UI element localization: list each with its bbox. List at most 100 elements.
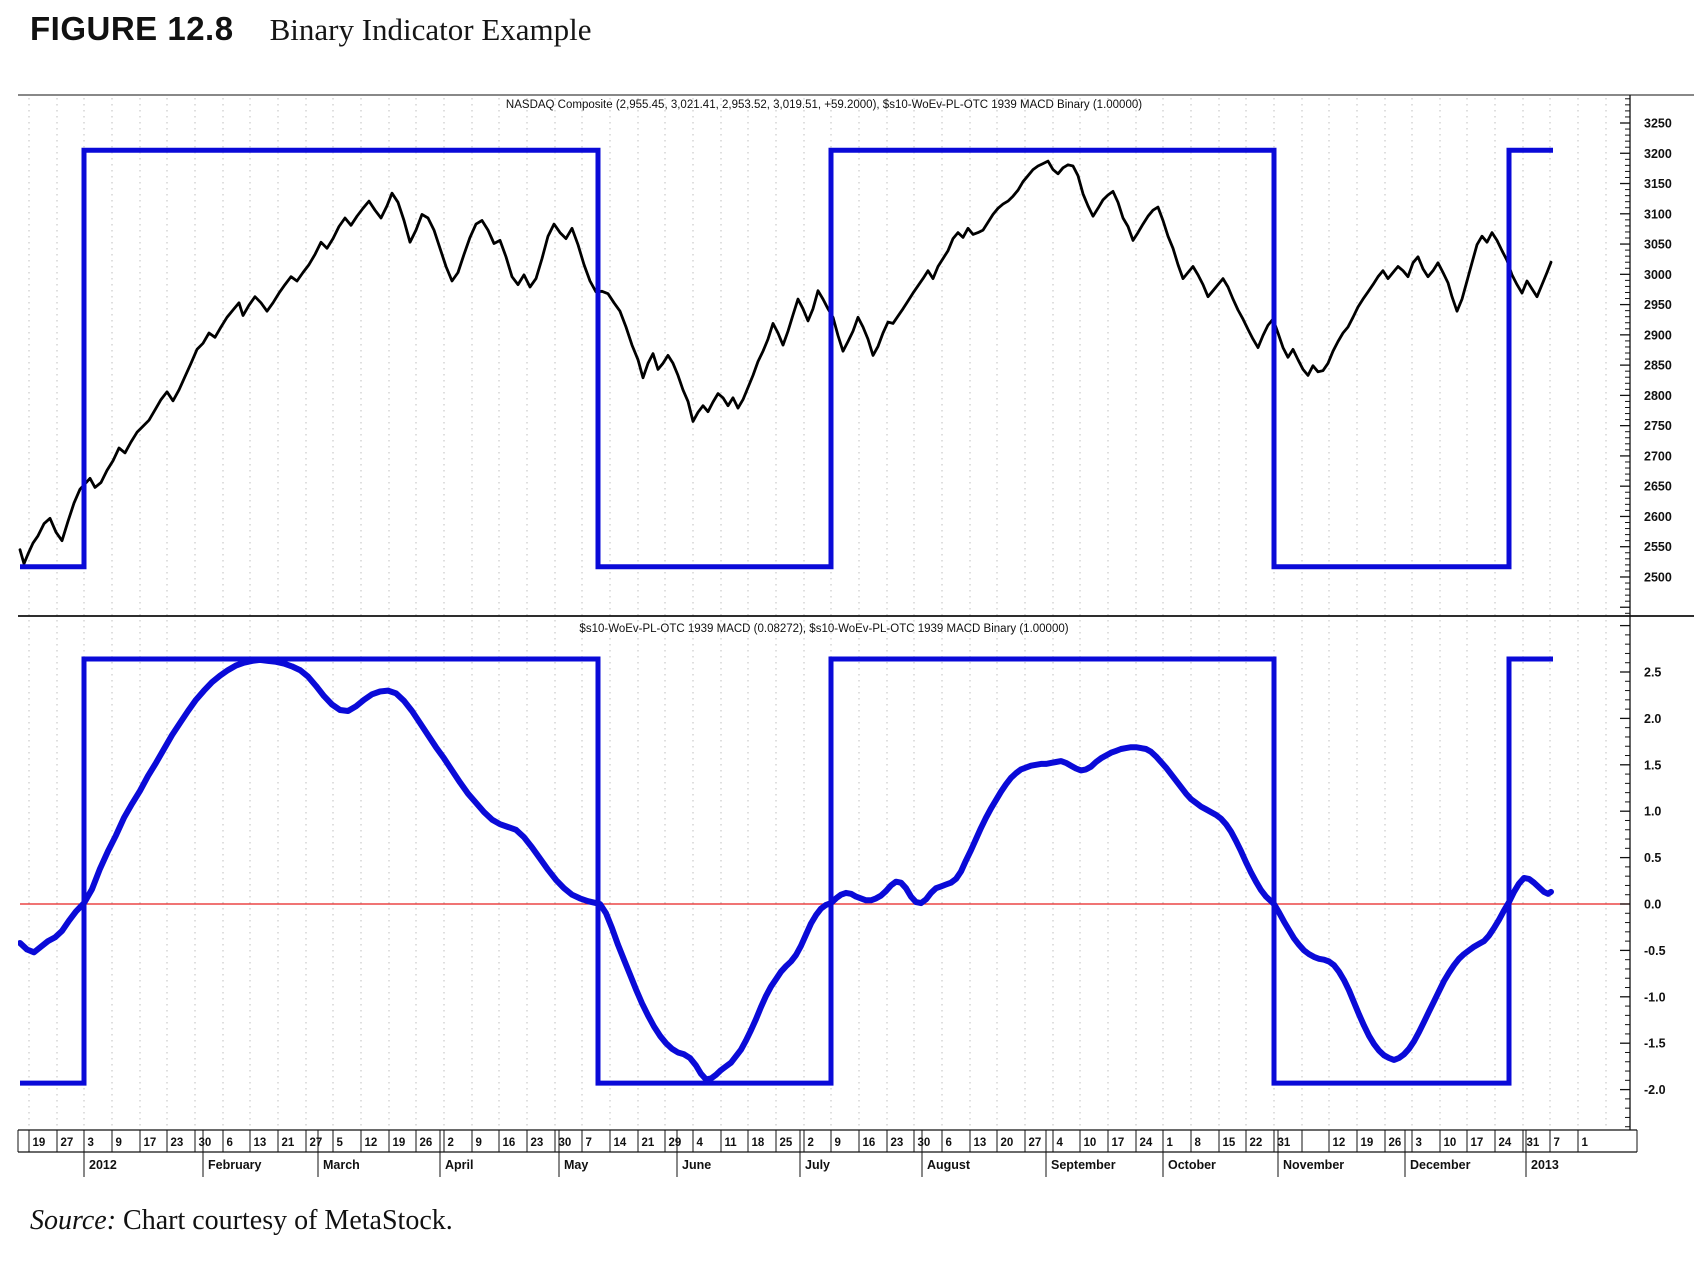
svg-text:20: 20 [1001,1137,1014,1149]
figure-label: FIGURE 12.8 [30,10,234,47]
svg-text:2.0: 2.0 [1644,712,1661,726]
svg-text:3050: 3050 [1644,238,1672,252]
svg-text:24: 24 [1140,1137,1153,1149]
svg-text:3150: 3150 [1644,177,1672,191]
svg-text:8: 8 [1195,1137,1202,1149]
svg-text:17: 17 [1112,1137,1125,1149]
svg-text:6: 6 [946,1137,952,1149]
svg-text:February: February [208,1158,262,1172]
svg-text:1: 1 [1582,1137,1589,1149]
svg-text:14: 14 [614,1137,627,1149]
svg-text:September: September [1051,1158,1116,1172]
svg-text:2500: 2500 [1644,570,1672,584]
svg-text:27: 27 [61,1137,74,1149]
svg-text:March: March [323,1158,360,1172]
svg-text:13: 13 [974,1137,987,1149]
price-panel-title: NASDAQ Composite (2,955.45, 3,021.41, 2,… [505,99,1143,111]
chart-frame [18,94,1694,1130]
svg-text:0.0: 0.0 [1644,898,1661,912]
svg-text:30: 30 [918,1137,931,1149]
svg-text:2012: 2012 [89,1158,117,1172]
binary-indicator-top [20,147,1553,570]
svg-text:5: 5 [337,1137,344,1149]
svg-text:2.5: 2.5 [1644,666,1661,680]
svg-text:11: 11 [725,1137,738,1149]
svg-text:7: 7 [586,1137,592,1149]
svg-text:9: 9 [116,1137,122,1149]
y-axis-macd: 2.5 2.0 1.5 1.0 0.5 0.0 -0.5 -1.0 -1.5 -2.0 [1620,624,1666,1128]
svg-text:17: 17 [144,1137,157,1149]
svg-text:2750: 2750 [1644,419,1672,433]
svg-text:2900: 2900 [1644,328,1672,342]
svg-text:16: 16 [863,1137,876,1149]
svg-text:July: July [805,1158,830,1172]
svg-text:25: 25 [780,1137,793,1149]
svg-text:November: November [1283,1158,1344,1172]
svg-text:17: 17 [1471,1137,1484,1149]
svg-text:2600: 2600 [1644,510,1672,524]
svg-text:3: 3 [1416,1137,1422,1149]
macd-series [18,656,1554,1083]
svg-text:3000: 3000 [1644,268,1672,282]
svg-text:30: 30 [559,1137,572,1149]
svg-text:19: 19 [1361,1137,1374,1149]
svg-text:1: 1 [1167,1137,1174,1149]
svg-text:24: 24 [1499,1137,1512,1149]
svg-text:26: 26 [1389,1137,1402,1149]
figure-header: FIGURE 12.8 Binary Indicator Example [30,10,592,48]
svg-text:4: 4 [697,1137,704,1149]
svg-text:10: 10 [1084,1137,1097,1149]
svg-text:2700: 2700 [1644,449,1672,463]
svg-text:15: 15 [1223,1137,1236,1149]
svg-text:3200: 3200 [1644,147,1672,161]
y-axis-price: 3250 3200 3150 3100 3050 3000 2950 2900 2850 2800… [1620,98,1672,614]
svg-text:2850: 2850 [1644,359,1672,373]
svg-text:19: 19 [393,1137,406,1149]
svg-text:October: October [1168,1158,1216,1172]
svg-text:13: 13 [254,1137,267,1149]
svg-text:21: 21 [642,1137,655,1149]
svg-text:3: 3 [88,1137,94,1149]
svg-text:2800: 2800 [1644,389,1672,403]
weekly-gridlines [28,98,1607,1130]
svg-text:23: 23 [891,1137,904,1149]
svg-text:19: 19 [33,1137,46,1149]
svg-text:1.0: 1.0 [1644,805,1661,819]
svg-text:2013: 2013 [1531,1158,1559,1172]
svg-text:1.5: 1.5 [1644,758,1661,772]
svg-text:27: 27 [310,1137,323,1149]
svg-text:22: 22 [1250,1137,1263,1149]
svg-text:30: 30 [199,1137,212,1149]
svg-text:9: 9 [476,1137,482,1149]
svg-text:2650: 2650 [1644,480,1672,494]
svg-text:-0.5: -0.5 [1644,944,1666,958]
svg-text:3100: 3100 [1644,207,1672,221]
svg-text:7: 7 [1554,1137,1560,1149]
svg-text:0.5: 0.5 [1644,851,1661,865]
svg-text:29: 29 [669,1137,682,1149]
svg-text:6: 6 [227,1137,233,1149]
svg-text:26: 26 [420,1137,433,1149]
svg-text:23: 23 [171,1137,184,1149]
svg-text:2550: 2550 [1644,540,1672,554]
svg-text:21: 21 [282,1137,295,1149]
svg-text:June: June [682,1158,711,1172]
svg-text:2950: 2950 [1644,298,1672,312]
svg-text:12: 12 [365,1137,378,1149]
svg-text:16: 16 [503,1137,516,1149]
source-text: Chart courtesy of MetaStock. [116,1205,453,1236]
source-prefix: Source: [30,1205,117,1236]
svg-text:2: 2 [808,1137,814,1149]
svg-text:9: 9 [835,1137,841,1149]
svg-text:2: 2 [448,1137,454,1149]
macd-panel-title: $s10-WoEv-PL-OTC 1939 MACD (0.08272), $s… [579,623,1069,635]
svg-text:12: 12 [1333,1137,1346,1149]
svg-text:December: December [1410,1158,1471,1172]
svg-text:-1.5: -1.5 [1644,1037,1666,1051]
svg-text:April: April [445,1158,473,1172]
binary-indicator-bottom [20,656,1553,1086]
source-line: Source: Chart courtesy of MetaStock. [30,1205,453,1237]
figure-title: Binary Indicator Example [269,12,592,47]
